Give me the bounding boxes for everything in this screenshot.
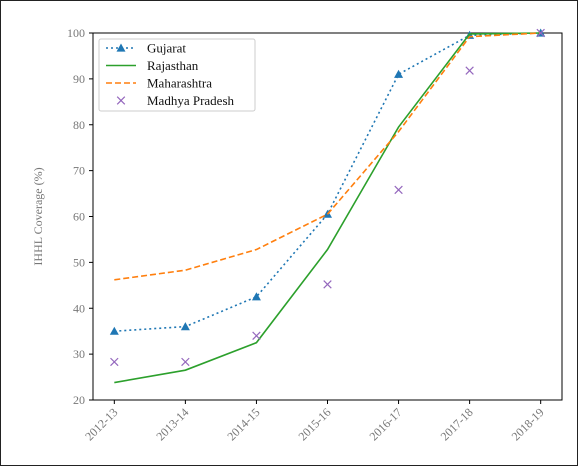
triangle-marker	[394, 69, 404, 78]
x-tick-label: 2018-19	[509, 405, 547, 443]
x-marker	[181, 357, 190, 367]
x-marker	[252, 331, 261, 340]
x-marker	[110, 357, 119, 367]
x-marker	[323, 280, 332, 289]
series-rajasthan	[114, 32, 541, 384]
legend-x-stroke	[116, 96, 126, 105]
triangle-marker	[109, 326, 119, 335]
x-marker-stroke	[110, 357, 119, 367]
y-tick-label: 70	[73, 164, 85, 178]
legend-box	[98, 38, 256, 112]
y-tick-label: 80	[73, 118, 85, 132]
y-tick-label: 60	[73, 210, 85, 224]
series-madhya-pradesh	[110, 28, 545, 367]
x-tick-label: 2016-17	[366, 405, 404, 443]
series-maharashtra	[114, 32, 541, 281]
x-tick-label: 2013-14	[153, 405, 191, 443]
y-tick-label: 100	[67, 26, 85, 40]
triangle-marker	[251, 292, 261, 301]
series-line	[114, 32, 541, 384]
y-tick-label: 20	[73, 393, 85, 407]
legend-entry: Madhya Pradesh	[116, 93, 235, 108]
x-marker-stroke	[536, 28, 545, 38]
x-marker-stroke	[394, 185, 403, 195]
legend-entry: Rajasthan	[106, 58, 199, 73]
legend: Gujarat Rajasthan Maharashtra Madhya Prades…	[98, 38, 256, 112]
y-tick-label: 50	[73, 255, 85, 269]
legend-label: Madhya Pradesh	[147, 93, 235, 108]
y-axis-label: IHHL Coverage (%)	[31, 167, 45, 265]
legend-label: Rajasthan	[147, 58, 199, 73]
x-marker-stroke	[181, 357, 190, 367]
x-tick-label: 2014-15	[224, 405, 262, 443]
legend-entry: Maharashtra	[106, 76, 212, 91]
legend-triangle-marker	[116, 43, 126, 52]
x-marker-stroke	[323, 280, 332, 289]
y-tick-label: 40	[73, 301, 85, 315]
legend-entry: Gujarat	[106, 41, 186, 56]
x-tick-label: 2015-16	[295, 405, 333, 443]
triangle-marker	[180, 322, 190, 331]
legend-label: Maharashtra	[147, 76, 212, 91]
x-marker-stroke	[465, 66, 474, 75]
x-tick-label: 2012-13	[82, 405, 120, 443]
x-marker	[536, 28, 545, 38]
x-tick-label: 2017-18	[438, 405, 476, 443]
series-layer	[109, 28, 546, 384]
x-marker	[465, 66, 474, 75]
x-marker	[394, 185, 403, 195]
y-tick-label: 30	[73, 347, 85, 361]
y-tick-label: 90	[73, 72, 85, 86]
legend-label: Gujarat	[147, 41, 186, 56]
x-marker-stroke	[252, 331, 261, 340]
series-line	[114, 32, 541, 281]
